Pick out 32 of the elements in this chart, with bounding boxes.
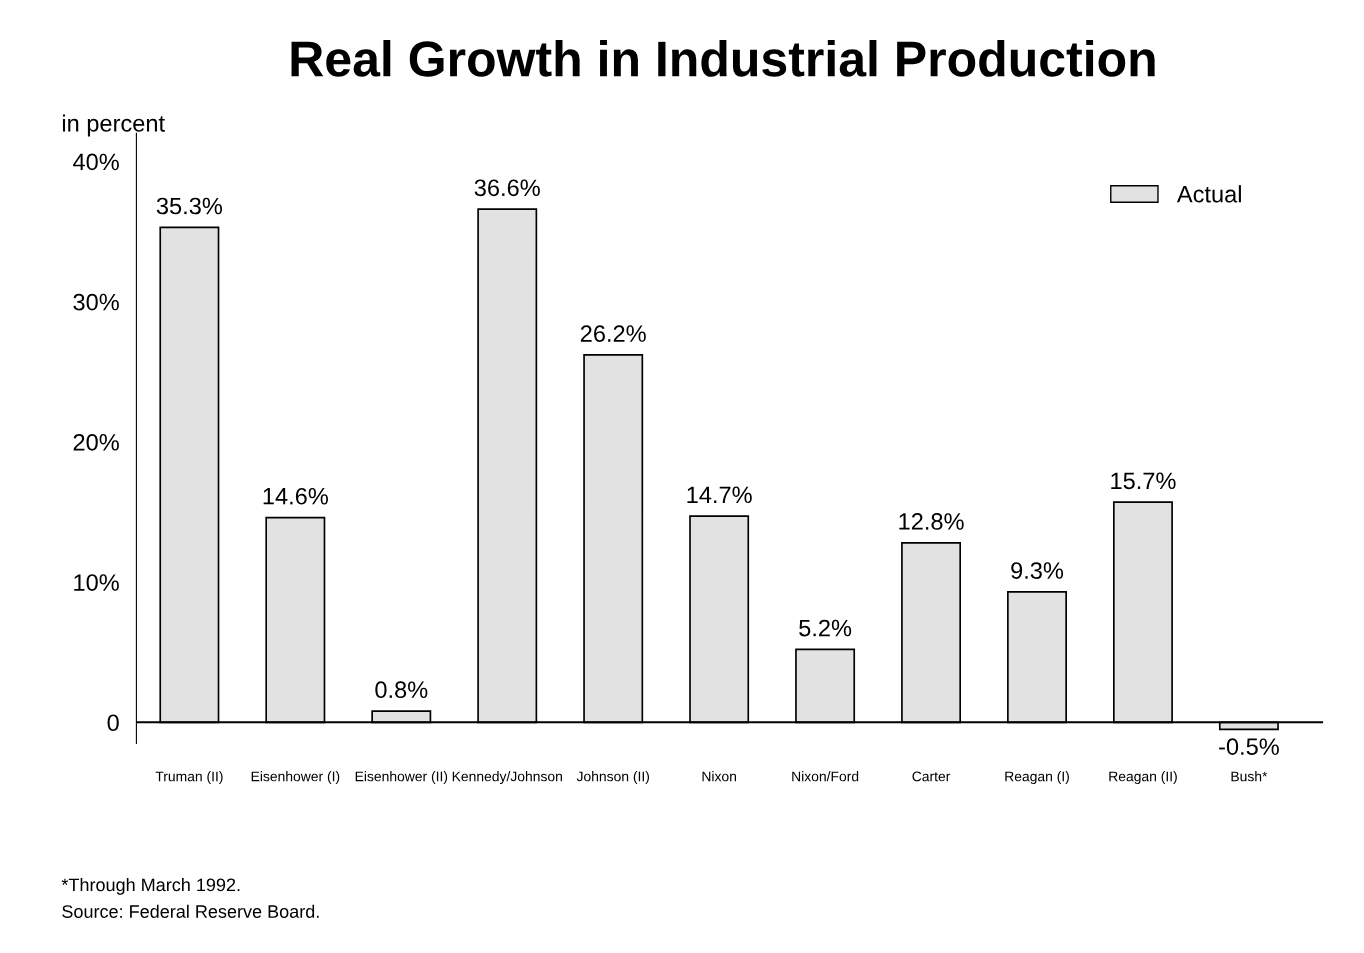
x-tick-label: Truman (II) bbox=[155, 771, 223, 785]
y-tick-label: 40% bbox=[73, 153, 119, 171]
x-tick-label: Johnson (II) bbox=[576, 771, 649, 785]
data-label: 5.2% bbox=[799, 619, 852, 637]
x-tick-label: Reagan (II) bbox=[1109, 771, 1177, 785]
source-note: Source: Federal Reserve Board. bbox=[62, 904, 319, 918]
data-label: 14.6% bbox=[263, 487, 328, 505]
x-tick-label: Kennedy/Johnson bbox=[452, 771, 562, 785]
data-label: 36.6% bbox=[474, 179, 540, 197]
x-tick-label: Bush* bbox=[1231, 771, 1268, 782]
data-label: 15.7% bbox=[1111, 472, 1176, 490]
data-label: 26.2% bbox=[580, 325, 646, 342]
y-tick-label: 0 bbox=[107, 714, 119, 732]
chart-title: Real Growth in Industrial Production bbox=[291, 40, 1155, 77]
x-tick-label: Reagan (I) bbox=[1005, 771, 1069, 785]
text: *Through March 1992. bbox=[61, 877, 240, 895]
data-label: -0.5% bbox=[1219, 738, 1279, 755]
y-tick-label: 30% bbox=[73, 293, 119, 311]
x-tick-label: Eisenhower (I) bbox=[251, 771, 340, 785]
y-axis-title: in percent bbox=[62, 114, 165, 137]
y-tick-label: 20% bbox=[73, 433, 119, 451]
data-label: 14.7% bbox=[687, 486, 752, 504]
data-label: 9.3% bbox=[1011, 562, 1064, 579]
x-tick-label: Nixon bbox=[702, 771, 736, 782]
data-label: 0.8% bbox=[375, 681, 428, 699]
x-tick-label: Eisenhower (II) bbox=[355, 771, 448, 785]
x-tick-label: Carter bbox=[912, 771, 951, 782]
x-tick-label: Nixon/Ford bbox=[792, 771, 859, 782]
legend-label: Actual bbox=[1176, 185, 1241, 203]
y-tick-label: 10% bbox=[74, 574, 119, 591]
data-label: 35.3% bbox=[156, 197, 223, 215]
data-label: 12.8% bbox=[899, 513, 964, 530]
